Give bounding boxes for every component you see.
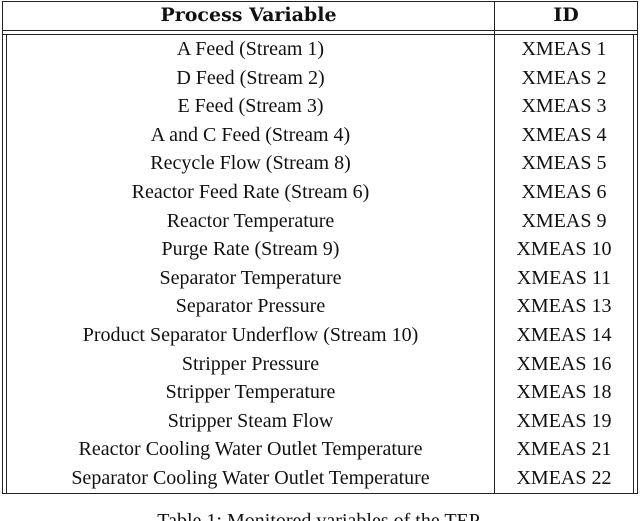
table-cell: XMEAS 5 — [521, 152, 607, 175]
table-cell: Reactor Temperature — [166, 209, 335, 232]
table-cell: Separator Pressure — [175, 295, 326, 318]
rule — [2, 1, 3, 494]
table-cell: XMEAS 2 — [521, 66, 607, 89]
table-cell: Stripper Pressure — [181, 352, 320, 375]
table-cell: XMEAS 9 — [521, 209, 607, 232]
table-cell: XMEAS 18 — [516, 381, 612, 404]
table-cell: Purge Rate (Stream 9) — [161, 238, 340, 261]
rule — [494, 1, 495, 494]
table-cell: XMEAS 16 — [516, 352, 612, 375]
table-cell: A and C Feed (Stream 4) — [150, 123, 351, 146]
header-cell: ID — [553, 4, 579, 26]
table-cell: Product Separator Underflow (Stream 10) — [82, 324, 419, 346]
table-cell: XMEAS 19 — [516, 409, 612, 432]
rule — [2, 493, 638, 494]
rule — [637, 1, 638, 494]
rule — [2, 34, 638, 35]
table-cell: XMEAS 22 — [516, 467, 612, 489]
table-cell: XMEAS 1 — [521, 38, 607, 60]
table-cell: Stripper Temperature — [165, 381, 336, 404]
table-cell: XMEAS 11 — [516, 266, 612, 289]
table-cell: XMEAS 6 — [521, 181, 607, 203]
header-cell: Process Variable — [160, 4, 337, 26]
table-cell: XMEAS 13 — [516, 295, 612, 318]
table-cell: XMEAS 21 — [516, 438, 612, 461]
table-cell: XMEAS 3 — [521, 95, 607, 118]
table-cell: Recycle Flow (Stream 8) — [150, 152, 351, 175]
rule — [633, 34, 634, 494]
rule — [6, 34, 7, 494]
table-cell: XMEAS 10 — [516, 238, 612, 261]
caption: Table 1: Monitored variables of the TEP. — [157, 510, 483, 521]
table-cell: D Feed (Stream 2) — [176, 66, 325, 89]
table-cell: E Feed (Stream 3) — [177, 95, 324, 118]
table-cell: XMEAS 14 — [516, 324, 612, 346]
table-cell: Separator Cooling Water Outlet Temperatu… — [71, 467, 430, 489]
table-cell: Reactor Cooling Water Outlet Temperature — [78, 438, 423, 461]
table-cell: Stripper Steam Flow — [167, 409, 334, 432]
table-cell: XMEAS 4 — [521, 123, 607, 146]
table-cell: Reactor Feed Rate (Stream 6) — [131, 181, 370, 203]
rule — [2, 1, 638, 2]
table-cell: Separator Temperature — [159, 266, 342, 289]
rule — [2, 30, 638, 31]
table-cell: A Feed (Stream 1) — [176, 38, 325, 60]
